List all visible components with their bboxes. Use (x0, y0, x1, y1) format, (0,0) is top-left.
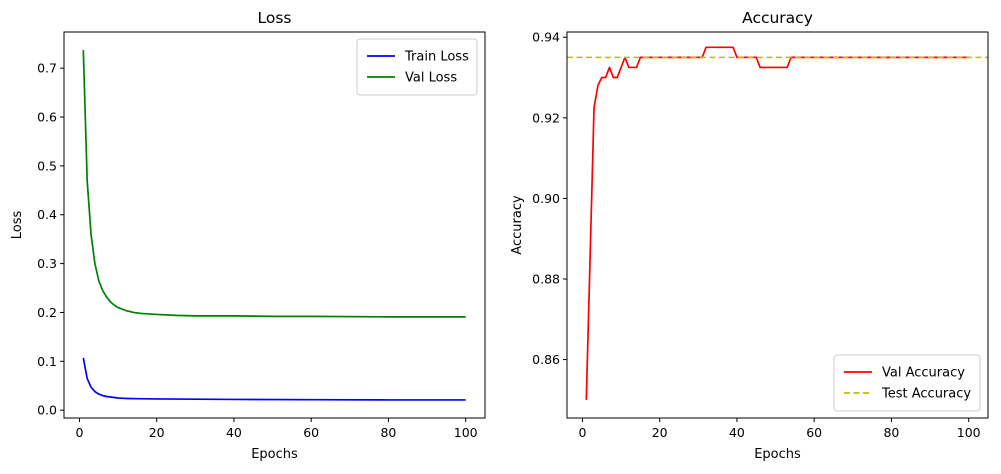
y-tick-label: 0.86 (532, 352, 560, 367)
x-tick-label: 80 (380, 425, 396, 440)
val-accuracy-legend-label: Val Accuracy (882, 366, 965, 381)
x-axis-label: Epochs (754, 447, 801, 462)
x-tick-label: 20 (652, 425, 668, 440)
x-tick-label: 0 (578, 425, 586, 440)
y-tick-label: 0.6 (37, 110, 57, 125)
x-tick-label: 40 (226, 425, 242, 440)
loss-panel: 0 20 40 60 80 100 0.0 0.1 0.2 0.3 0.4 0.5 0.6 0.7 Loss… (10, 9, 486, 462)
y-axis-label: Loss (10, 211, 25, 240)
x-tick-label: 0 (75, 425, 83, 440)
x-tick-label: 80 (883, 425, 899, 440)
y-tick-label: 0.0 (37, 403, 57, 418)
y-tick-label: 0.1 (37, 354, 57, 369)
val-loss-line (82, 50, 466, 318)
y-tick-label: 0.7 (37, 61, 57, 76)
chart-title: Loss (258, 9, 292, 27)
y-tick-label: 0.5 (37, 158, 57, 173)
legend-box (356, 38, 478, 96)
legend: Train Loss Val Loss (356, 38, 478, 96)
train-loss-line (82, 357, 466, 401)
x-tick-label: 20 (149, 425, 165, 440)
train-loss-legend-label: Train Loss (404, 50, 469, 65)
x-tick-label: 60 (806, 425, 822, 440)
axes-frame (63, 31, 486, 419)
y-tick-label: 0.4 (37, 207, 57, 222)
legend-box (833, 354, 981, 412)
val-accuracy-line (585, 46, 969, 400)
val-loss-legend-label: Val Loss (405, 71, 457, 86)
x-tick-label: 60 (303, 425, 319, 440)
y-axis-label: Accuracy (510, 195, 525, 255)
y-tick-label: 0.3 (37, 256, 57, 271)
y-tick-label: 0.94 (532, 30, 560, 45)
y-tick-label: 0.88 (532, 271, 560, 286)
accuracy-panel: 0 20 40 60 80 100 0.86 0.88 0.90 0.92 0.94 Accuracy… (510, 9, 989, 462)
x-tick-label: 40 (729, 425, 745, 440)
x-tick-label: 100 (957, 425, 981, 440)
y-tick-label: 0.92 (532, 110, 560, 125)
chart-title: Accuracy (742, 9, 813, 27)
x-tick-label: 100 (454, 425, 478, 440)
y-tick-label: 0.2 (37, 305, 57, 320)
legend: Val Accuracy Test Accuracy (833, 354, 981, 412)
x-axis-label: Epochs (251, 447, 298, 462)
axes-frame (566, 31, 989, 419)
y-tick-label: 0.90 (532, 191, 560, 206)
test-accuracy-legend-label: Test Accuracy (881, 387, 971, 402)
